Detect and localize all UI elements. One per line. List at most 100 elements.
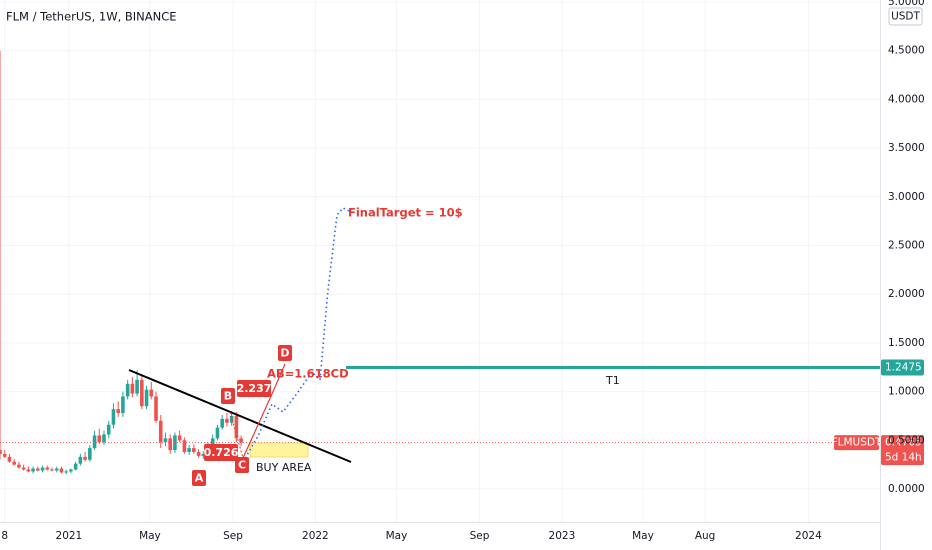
- y-tick-label: 2.5000: [888, 240, 925, 252]
- x-tick-label: May: [632, 530, 654, 542]
- candle: [0, 50, 2, 460]
- candle-body: [116, 409, 120, 414]
- candle-body: [50, 469, 54, 471]
- candle-body: [26, 469, 31, 472]
- candle-body: [40, 467, 45, 471]
- candle-body: [239, 438, 243, 443]
- candle: [149, 381, 154, 400]
- point-label: A: [195, 472, 204, 485]
- target-tag: [881, 359, 924, 376]
- candle-body: [97, 435, 102, 443]
- y-tick-label: 5.0000: [888, 0, 925, 8]
- candle-body: [154, 396, 158, 421]
- point-label: D: [280, 347, 289, 360]
- point-label: C: [238, 459, 246, 472]
- candle: [45, 465, 50, 471]
- candle-body: [210, 438, 215, 446]
- x-tick-label: 2021: [56, 530, 83, 542]
- candle-body: [21, 467, 26, 470]
- candle: [106, 420, 111, 439]
- drawings: D B 2.237 0.726 A C AB=1.618CD FinalTarg…: [128, 206, 620, 486]
- chart-title: FLM / TetherUS, 1W, BINANCE: [6, 10, 177, 24]
- y-tick-label: 0.0000: [888, 483, 925, 495]
- candle-body: [140, 379, 144, 407]
- y-tick-label: 2.0000: [888, 288, 925, 300]
- candle-body: [163, 438, 168, 443]
- candle: [88, 445, 92, 462]
- candle: [125, 379, 130, 400]
- candle: [111, 403, 116, 429]
- candle: [215, 424, 220, 441]
- candle: [78, 453, 83, 466]
- candle: [182, 437, 187, 454]
- candle: [59, 466, 64, 474]
- candle: [102, 430, 106, 446]
- candle-body: [121, 396, 125, 414]
- last-price-text: 0.4765: [885, 437, 922, 449]
- price-tags: FLMUSDT 0.4765 5d 14h 1.2475: [832, 359, 924, 466]
- candle: [2, 450, 7, 458]
- candle-body: [12, 461, 16, 465]
- ratio-box: [204, 444, 238, 461]
- x-tick-label: 2023: [549, 530, 576, 542]
- candle-body: [106, 424, 111, 435]
- final-target-note: FinalTarget = 10$: [348, 206, 463, 220]
- candle: [12, 458, 16, 466]
- candle: [97, 428, 102, 445]
- candle: [177, 430, 182, 443]
- candle-body: [59, 468, 64, 473]
- candle: [121, 391, 125, 417]
- y-tick-label: 1.0000: [888, 386, 925, 398]
- point-label-box: [192, 470, 206, 486]
- candle-body: [31, 468, 35, 472]
- candle-body: [54, 468, 59, 471]
- last-price-tag: [881, 435, 924, 466]
- point-label-box: [278, 345, 292, 361]
- cd-leg: [271, 363, 286, 395]
- candle-body: [149, 389, 154, 397]
- candle: [220, 414, 224, 430]
- candle: [135, 370, 139, 397]
- buy-area-label: BUY AREA: [256, 461, 312, 474]
- candle-body: [0, 450, 2, 454]
- trend-line: [128, 369, 352, 463]
- candle-body: [78, 456, 83, 464]
- candle-body: [92, 435, 97, 449]
- y-tick-label: 4.5000: [888, 45, 925, 57]
- cd-leg: [242, 393, 273, 459]
- candle: [54, 466, 59, 473]
- candle-body: [182, 440, 187, 452]
- candles: [0, 50, 243, 475]
- candle: [21, 464, 26, 471]
- candle: [83, 451, 87, 462]
- candle: [26, 466, 31, 473]
- candle: [7, 453, 12, 463]
- x-tick-label: 8: [1, 530, 8, 542]
- x-tick-label: 2022: [302, 530, 329, 542]
- candle: [154, 391, 158, 423]
- candle: [140, 374, 144, 410]
- candle: [17, 461, 21, 469]
- candle: [187, 445, 191, 455]
- point-label-box: [235, 457, 249, 473]
- x-tick-label: Aug: [695, 530, 716, 542]
- y-tick-label: 4.0000: [888, 93, 925, 105]
- candle-body: [125, 383, 130, 397]
- t1-label: T1: [605, 374, 620, 387]
- grid: [0, 0, 880, 522]
- candle-body: [229, 415, 234, 423]
- x-tick-label: Sep: [470, 530, 490, 542]
- candle-body: [2, 453, 7, 457]
- x-tick-label: May: [386, 530, 408, 542]
- candle-body: [45, 467, 50, 470]
- candle-body: [225, 418, 229, 423]
- y-tick-label: 3.0000: [888, 191, 925, 203]
- candle: [196, 449, 201, 458]
- candle: [144, 385, 149, 410]
- candle-body: [64, 471, 68, 473]
- candle-body: [73, 463, 78, 470]
- candle-body: [158, 420, 163, 443]
